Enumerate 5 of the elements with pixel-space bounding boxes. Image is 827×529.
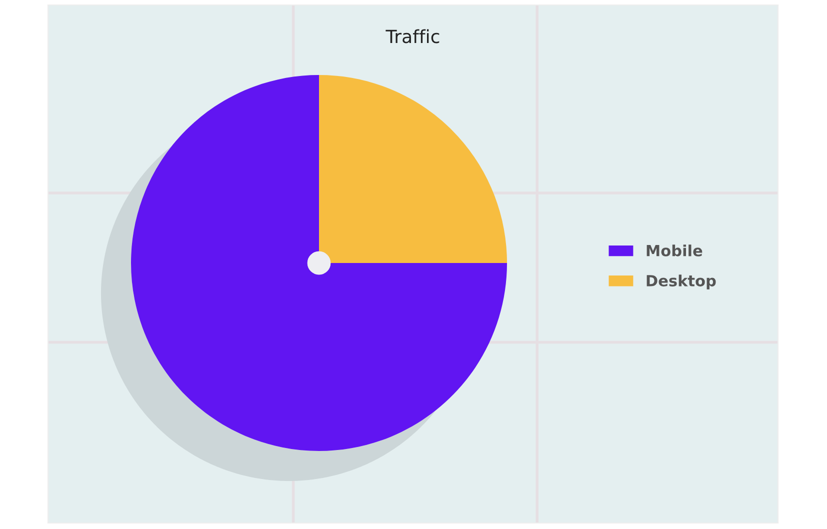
- pie-slice: [131, 75, 507, 451]
- legend-label: Desktop: [646, 274, 716, 290]
- chart-title: Traffic: [386, 29, 440, 44]
- legend-label: Mobile: [646, 244, 702, 256]
- pie-slice: [319, 75, 507, 263]
